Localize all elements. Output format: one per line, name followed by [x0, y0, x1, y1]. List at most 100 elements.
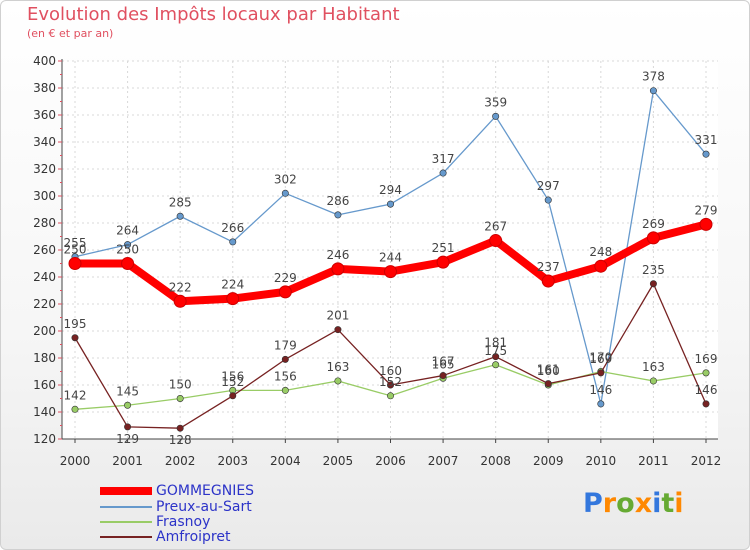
- data-point-amfroipret: [544, 380, 552, 388]
- x-tick-label: 2009: [533, 454, 564, 468]
- data-label-gommegnies: 224: [221, 278, 244, 292]
- x-tick-label: 2007: [428, 454, 459, 468]
- y-tick-label: 220: [33, 297, 56, 311]
- data-point-preux-au-sart: [597, 400, 605, 408]
- data-point-frasnoy: [176, 394, 184, 402]
- data-label-frasnoy: 152: [379, 375, 402, 389]
- y-tick-label: 160: [33, 378, 56, 392]
- x-tick-label: 2008: [480, 454, 511, 468]
- data-label-amfroipret: 195: [64, 317, 87, 331]
- data-label-gommegnies: 244: [379, 251, 402, 265]
- y-tick-label: 300: [33, 189, 56, 203]
- x-tick-label: 2011: [638, 454, 669, 468]
- chart-subtitle: (en € et par an): [27, 27, 114, 40]
- data-label-frasnoy: 156: [274, 369, 297, 383]
- data-label-preux-au-sart: 255: [64, 236, 87, 250]
- data-label-amfroipret: 169: [589, 352, 612, 366]
- y-tick-label: 340: [33, 135, 56, 149]
- data-point-gommegnies: [594, 259, 608, 273]
- data-point-frasnoy: [649, 377, 657, 385]
- data-point-preux-au-sart: [386, 200, 394, 208]
- legend-swatch-gommegnies: [100, 487, 152, 495]
- data-label-preux-au-sart: 378: [642, 70, 665, 84]
- data-point-amfroipret: [492, 353, 500, 361]
- data-point-preux-au-sart: [124, 241, 132, 249]
- data-label-amfroipret: 129: [116, 432, 139, 446]
- data-point-gommegnies: [489, 234, 503, 248]
- data-label-amfroipret: 167: [432, 355, 455, 369]
- data-label-gommegnies: 248: [589, 245, 612, 259]
- data-point-amfroipret: [597, 369, 605, 377]
- data-point-gommegnies: [541, 274, 555, 288]
- data-label-gommegnies: 222: [169, 280, 192, 294]
- data-point-gommegnies: [173, 294, 187, 308]
- y-tick-label: 280: [33, 216, 56, 230]
- data-label-preux-au-sart: 264: [116, 224, 139, 238]
- data-label-preux-au-sart: 331: [695, 133, 718, 147]
- data-label-preux-au-sart: 359: [484, 95, 507, 109]
- x-tick-label: 2005: [323, 454, 354, 468]
- data-label-frasnoy: 170: [589, 351, 612, 365]
- data-point-gommegnies: [278, 285, 292, 299]
- data-point-gommegnies: [331, 262, 345, 276]
- data-label-preux-au-sart: 317: [432, 152, 455, 166]
- legend-item-preux-au-sart: Preux-au-Sart: [100, 499, 360, 515]
- data-label-amfroipret: 152: [221, 375, 244, 389]
- legend-item-amfroipret: Amfroipret: [100, 529, 360, 545]
- data-point-gommegnies: [121, 257, 135, 270]
- legend-item-frasnoy: Frasnoy: [100, 514, 360, 530]
- data-point-preux-au-sart: [334, 211, 342, 219]
- data-point-gommegnies: [699, 217, 713, 231]
- data-label-amfroipret: 161: [537, 363, 560, 377]
- data-label-preux-au-sart: 294: [379, 183, 402, 197]
- x-tick-label: 2006: [375, 454, 406, 468]
- y-tick-label: 320: [33, 162, 56, 176]
- data-point-frasnoy: [386, 392, 394, 400]
- data-label-preux-au-sart: 286: [326, 194, 349, 208]
- x-tick-label: 2000: [60, 454, 91, 468]
- y-tick-label: 240: [33, 270, 56, 284]
- data-point-amfroipret: [649, 280, 657, 288]
- legend-swatch-frasnoy: [100, 521, 152, 523]
- data-point-frasnoy: [492, 361, 500, 369]
- y-tick-label: 200: [33, 324, 56, 338]
- data-label-preux-au-sart: 266: [221, 221, 244, 235]
- data-point-preux-au-sart: [229, 238, 237, 246]
- data-label-gommegnies: 267: [484, 220, 507, 234]
- data-point-frasnoy: [334, 377, 342, 385]
- x-tick-label: 2003: [217, 454, 248, 468]
- logo-letter: i: [652, 488, 662, 519]
- x-tick-label: 2002: [165, 454, 196, 468]
- data-point-preux-au-sart: [281, 189, 289, 197]
- logo-letter: r: [602, 488, 617, 519]
- data-point-preux-au-sart: [439, 169, 447, 177]
- data-label-gommegnies: 269: [642, 217, 665, 231]
- x-tick-label: 2001: [112, 454, 143, 468]
- x-tick-label: 2004: [270, 454, 301, 468]
- data-point-preux-au-sart: [702, 150, 710, 158]
- data-point-gommegnies: [226, 292, 240, 306]
- data-label-amfroipret: 235: [642, 263, 665, 277]
- data-label-amfroipret: 128: [169, 433, 192, 447]
- logo-letter: t: [661, 488, 675, 519]
- y-tick-label: 140: [33, 405, 56, 419]
- legend-label-amfroipret: Amfroipret: [156, 529, 231, 545]
- legend-label-preux-au-sart: Preux-au-Sart: [156, 499, 252, 515]
- data-label-gommegnies: 250: [64, 243, 87, 257]
- legend-item-gommegnies: GOMMEGNIES: [100, 483, 360, 499]
- data-label-frasnoy: 163: [326, 360, 349, 374]
- y-tick-label: 400: [33, 54, 56, 68]
- data-label-amfroipret: 160: [379, 364, 402, 378]
- data-point-gommegnies: [68, 257, 82, 270]
- logo-letter: P: [583, 488, 603, 519]
- data-point-gommegnies: [384, 265, 397, 279]
- data-point-frasnoy: [71, 405, 79, 413]
- data-label-amfroipret: 181: [484, 336, 507, 350]
- y-tick-label: 380: [33, 81, 56, 95]
- legend-swatch-preux-au-sart: [100, 506, 152, 508]
- data-label-preux-au-sart: 297: [537, 179, 560, 193]
- data-point-amfroipret: [334, 326, 342, 334]
- y-tick-label: 360: [33, 108, 56, 122]
- data-label-frasnoy: 150: [169, 378, 192, 392]
